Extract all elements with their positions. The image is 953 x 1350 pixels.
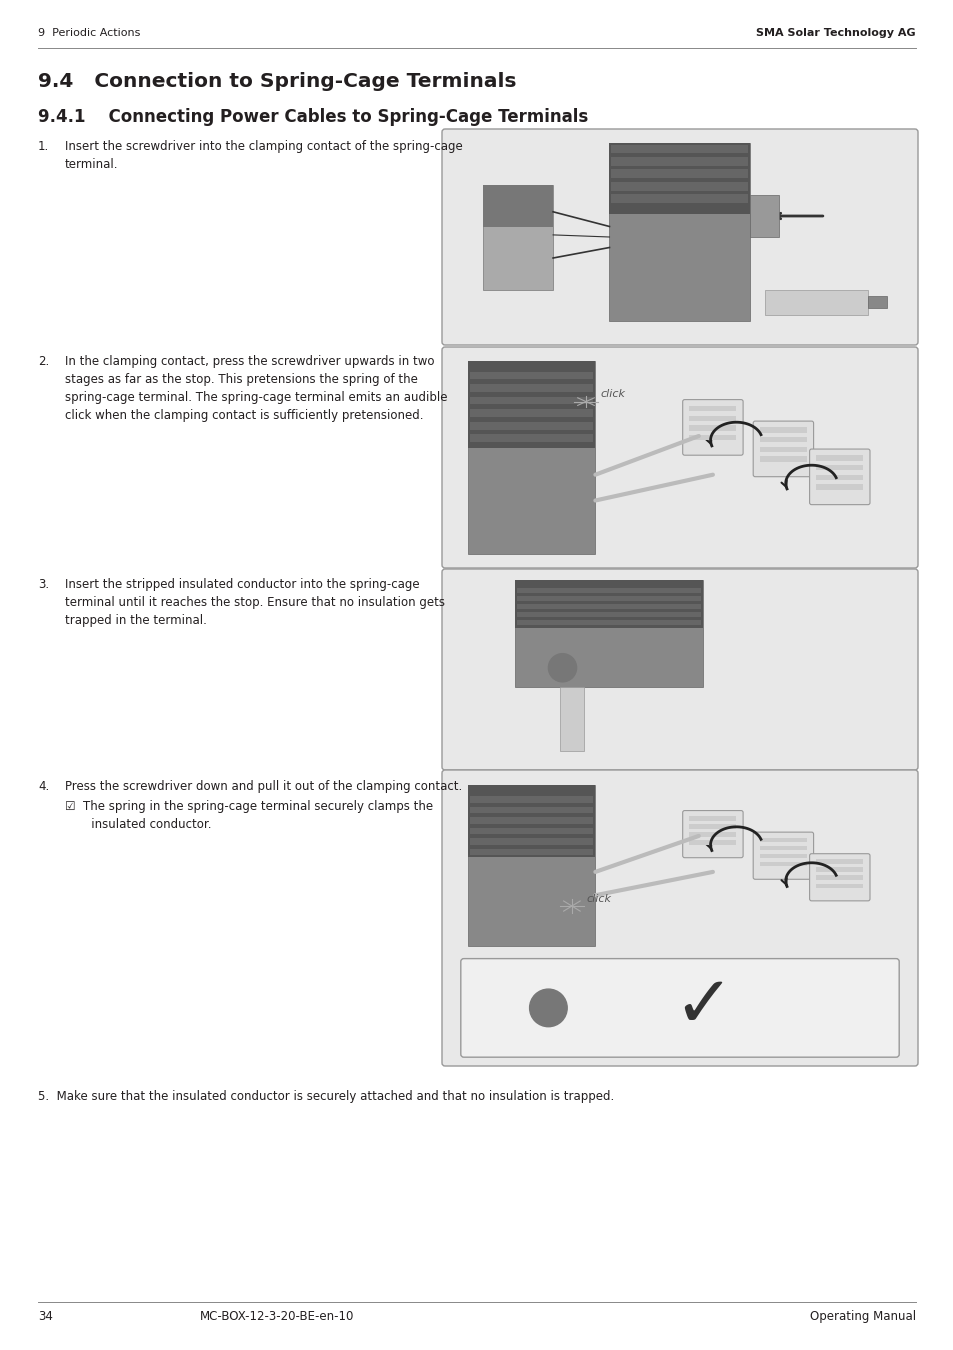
Bar [816,876,862,880]
Bar [611,170,748,178]
Bar [760,838,806,842]
Text: 5.  Make sure that the insulated conductor is securely attached and that no insu: 5. Make sure that the insulated conducto… [38,1089,614,1103]
Text: ☑  The spring in the spring-cage terminal securely clamps the
       insulated c: ☑ The spring in the spring-cage terminal… [65,801,433,832]
Bar [760,855,806,859]
Text: SMA Solar Technology AG: SMA Solar Technology AG [756,28,915,38]
FancyBboxPatch shape [753,832,813,879]
FancyBboxPatch shape [753,421,813,477]
Bar [611,194,748,204]
Bar [689,817,736,821]
Bar [760,447,806,452]
Text: 2.: 2. [38,355,50,369]
Bar [470,385,593,391]
Bar [470,397,593,405]
Bar [816,485,862,490]
Bar [517,612,700,617]
Bar [559,687,583,752]
Bar [468,784,595,857]
Bar [689,841,736,845]
FancyBboxPatch shape [682,810,742,857]
Bar [470,828,593,834]
Text: In the clamping contact, press the screwdriver upwards in two
stages as far as t: In the clamping contact, press the screw… [65,355,447,423]
Bar [470,807,593,813]
FancyBboxPatch shape [682,400,742,455]
Circle shape [529,990,567,1027]
Bar [470,838,593,845]
Bar [470,371,593,379]
Bar [760,456,806,462]
Bar [760,846,806,850]
Text: ✓: ✓ [673,973,733,1042]
Text: Insert the screwdriver into the clamping contact of the spring-cage
terminal.: Insert the screwdriver into the clamping… [65,140,462,171]
Text: 4.: 4. [38,780,50,792]
Bar [760,863,806,867]
Bar [515,579,702,628]
Bar [611,144,748,154]
Text: 3.: 3. [38,578,49,591]
Bar [763,289,867,315]
Bar [689,435,736,440]
Bar [482,185,553,227]
Bar [468,360,595,448]
Text: 9.4   Connection to Spring-Cage Terminals: 9.4 Connection to Spring-Cage Terminals [38,72,516,90]
FancyBboxPatch shape [809,450,869,505]
Bar [689,825,736,829]
FancyBboxPatch shape [460,958,899,1057]
Text: 34: 34 [38,1310,52,1323]
Bar [611,157,748,166]
Bar [470,435,593,443]
Bar [816,860,862,864]
Bar [470,421,593,429]
Bar [468,784,595,946]
Bar [517,595,700,601]
Bar [689,833,736,837]
Bar [482,185,553,289]
FancyBboxPatch shape [441,130,917,346]
Bar [689,416,736,421]
Bar [609,143,750,321]
Bar [689,425,736,431]
Bar [470,817,593,824]
Bar [517,587,700,593]
Bar [517,620,700,625]
Text: MC-BOX-12-3-20-BE-en-10: MC-BOX-12-3-20-BE-en-10 [200,1310,354,1323]
Text: Operating Manual: Operating Manual [809,1310,915,1323]
FancyBboxPatch shape [809,853,869,900]
Bar [816,455,862,460]
FancyBboxPatch shape [441,568,917,770]
Text: Press the screwdriver down and pull it out of the clamping contact.: Press the screwdriver down and pull it o… [65,780,462,792]
Bar [760,428,806,433]
Bar [750,194,778,238]
Bar [515,579,702,687]
Circle shape [548,653,576,682]
Bar [470,796,593,803]
Text: click: click [585,895,610,905]
Bar [816,884,862,888]
Bar [517,603,700,609]
Bar [468,360,595,555]
FancyBboxPatch shape [441,769,917,1066]
Text: 1.: 1. [38,140,50,153]
Bar [470,409,593,417]
Bar [816,464,862,470]
Bar [611,182,748,190]
Text: Insert the stripped insulated conductor into the spring-cage
terminal until it r: Insert the stripped insulated conductor … [65,578,444,626]
Bar [609,143,750,213]
Bar [689,406,736,412]
Text: click: click [599,389,624,400]
Text: 9.4.1    Connecting Power Cables to Spring-Cage Terminals: 9.4.1 Connecting Power Cables to Spring-… [38,108,588,126]
Bar [816,868,862,872]
Text: 9  Periodic Actions: 9 Periodic Actions [38,28,140,38]
FancyBboxPatch shape [441,347,917,568]
Bar [867,296,886,308]
Bar [470,849,593,856]
Bar [760,437,806,443]
Bar [816,475,862,481]
